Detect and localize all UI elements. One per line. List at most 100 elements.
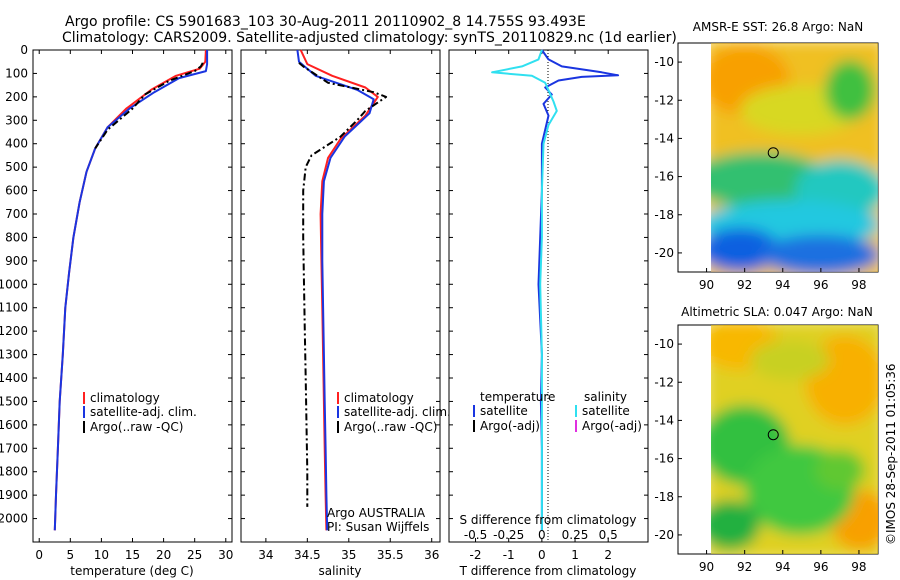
map-y-tick-label: -12: [654, 93, 674, 107]
y-tick-label: 700: [5, 207, 28, 221]
salinity-lines: [296, 49, 388, 531]
legend-title-temperature: temperature: [480, 390, 555, 404]
y-tick-label: 1500: [0, 394, 28, 408]
x2-tick-label: 0.5: [599, 528, 618, 542]
argo-position-marker: [767, 429, 779, 441]
y-tick-label: 1300: [0, 348, 28, 362]
map-x-tick-label: 96: [813, 560, 828, 574]
title-line-2: Climatology: CARS2009. Satellite-adjuste…: [62, 30, 677, 46]
x-tick-label: 0: [35, 548, 43, 562]
x-tick-label: 30: [218, 548, 233, 562]
map-y-tick-label: -18: [654, 208, 674, 222]
series-line: [491, 49, 558, 531]
sst-map-panel: AMSR-E SST: 26.8 Argo: NaN 90 92 94 96 98 -10…: [654, 20, 879, 292]
map-x-tick-label: 98: [851, 278, 866, 292]
map-y-tick-label: -20: [654, 528, 674, 542]
map-x-tick-label: 92: [737, 560, 752, 574]
x-tick-label: 5: [66, 548, 74, 562]
legend-label-climatology: climatology: [90, 391, 160, 405]
salinity-axes: [240, 49, 441, 543]
y-tick-label: 1600: [0, 418, 28, 432]
sst-map-ticks: 90 92 94 96 98 -10 -12 -14 -16 -18 -20: [654, 55, 866, 292]
y-tick-label: 0: [20, 43, 28, 57]
y-tick-label: 800: [5, 230, 28, 244]
title-line-1: Argo profile: CS 5901683_103 30-Aug-2011…: [65, 14, 586, 30]
sst-field: [711, 43, 878, 272]
argo-pi: PI: Susan Wijffels: [327, 520, 429, 534]
legend-title-salinity: salinity: [584, 390, 627, 404]
x-tick-label: 0: [538, 548, 546, 562]
x-tick-label: 35.5: [377, 548, 404, 562]
y-tick-label: 1700: [0, 441, 28, 455]
argo-position-marker: [767, 147, 779, 159]
y-tick-label: 600: [5, 184, 28, 198]
map-y-tick-label: -14: [654, 131, 674, 145]
temperature-lines: [53, 49, 209, 531]
y-tick-label: 1100: [0, 301, 28, 315]
sla-mask: [679, 326, 711, 553]
y-tick-label: 1900: [0, 488, 28, 502]
x-tick-label: 25: [187, 548, 202, 562]
series-line: [94, 62, 204, 149]
sla-field: [711, 325, 878, 554]
x-tick-label: 34.5: [294, 548, 321, 562]
y-tick-label: 2000: [0, 512, 28, 526]
y-tick-label: 400: [5, 137, 28, 151]
sla-map-panel: Altimetric SLA: 0.047 Argo: NaN 90 92 94 96…: [654, 305, 879, 574]
map-x-tick-label: 90: [699, 560, 714, 574]
legend-label-argo: Argo(..raw -QC): [344, 420, 437, 434]
legend-label-t-argo: Argo(-adj): [480, 419, 540, 433]
copyright-stamp: ©IMOS 28-Sep-2011 01:05:36: [884, 363, 898, 545]
legend-label-argo: Argo(..raw -QC): [90, 420, 183, 434]
x-tick-label: 36: [424, 548, 439, 562]
sla-map-title: Altimetric SLA: 0.047 Argo: NaN: [681, 305, 873, 319]
map-y-tick-label: -10: [654, 55, 674, 69]
x-tick-label: 15: [125, 548, 140, 562]
x-tick-label: 34: [258, 548, 273, 562]
map-y-tick-label: -16: [654, 452, 674, 466]
series-line: [298, 62, 388, 507]
temperature-ticks: 0100200300400500600700800900100011001200…: [0, 43, 233, 562]
y-tick-label: 200: [5, 90, 28, 104]
x2-tick-label: 0: [538, 528, 546, 542]
x2-tick-label: -0.25: [493, 528, 524, 542]
salinity-panel: 34 34.5 35 35.5 36 climatology satellite-adj…: [240, 49, 451, 578]
s-difference-label: S difference from climatology: [460, 513, 637, 527]
map-x-tick-label: 94: [775, 278, 790, 292]
sst-map-title: AMSR-E SST: 26.8 Argo: NaN: [693, 20, 863, 34]
s-difference-ticks: -0.5 -0.25 0 0.25 0.5: [464, 528, 618, 542]
map-y-tick-label: -18: [654, 490, 674, 504]
map-y-tick-label: -14: [654, 413, 674, 427]
y-tick-label: 1200: [0, 324, 28, 338]
difference-lines: [491, 49, 620, 531]
map-x-tick-label: 90: [699, 278, 714, 292]
y-tick-label: 500: [5, 160, 28, 174]
x-tick-label: 1: [571, 548, 579, 562]
x-tick-label: 35: [341, 548, 356, 562]
salinity-legend: climatology satellite-adj. clim. Argo(..…: [337, 391, 451, 434]
temperature-panel: 0100200300400500600700800900100011001200…: [0, 43, 233, 578]
legend-label-satellite: satellite-adj. clim.: [344, 405, 451, 419]
legend-label-s-satellite: satellite: [582, 404, 630, 418]
t-difference-label: T difference from climatology: [459, 564, 637, 578]
map-y-tick-label: -10: [654, 337, 674, 351]
y-tick-label: 1800: [0, 465, 28, 479]
y-tick-label: 100: [5, 66, 28, 80]
temperature-axes: [32, 49, 233, 543]
legend-label-climatology: climatology: [344, 391, 414, 405]
difference-legend: temperature salinity satellite Argo(-adj…: [473, 390, 642, 433]
x2-tick-label: -0.5: [464, 528, 487, 542]
x-tick-label: 2: [604, 548, 612, 562]
map-x-tick-label: 98: [851, 560, 866, 574]
difference-panel: -2 -1 0 1 2 temperature salinity satellite A…: [448, 49, 649, 578]
y-tick-label: 900: [5, 254, 28, 268]
temperature-legend: climatology satellite-adj. clim. Argo(..…: [83, 391, 197, 434]
y-tick-label: 300: [5, 113, 28, 127]
y-tick-label: 1400: [0, 371, 28, 385]
x-tick-label: 10: [94, 548, 109, 562]
map-y-tick-label: -16: [654, 170, 674, 184]
map-x-tick-label: 94: [775, 560, 790, 574]
sla-map-ticks: 90 92 94 96 98 -10 -12 -14 -16 -18 -20: [654, 337, 866, 574]
salinity-ticks: 34 34.5 35 35.5 36: [241, 49, 440, 562]
